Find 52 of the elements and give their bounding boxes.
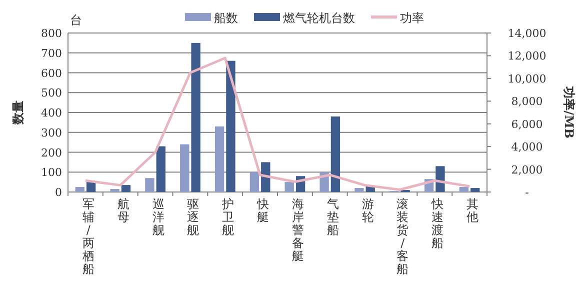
y2-tick-label: - [525, 186, 530, 199]
y2-axis-title: 功率/MB [562, 86, 576, 138]
y-tick-label: 500 [41, 86, 62, 100]
y2-tick-label: 2,000 [511, 163, 543, 176]
x-tick-label: 其他 [466, 197, 479, 224]
x-tick-label: 快艇 [256, 197, 270, 224]
y-tick-label: 0 [55, 186, 62, 199]
y2-tick-label: 14,000 [508, 27, 546, 40]
x-tick-label: 军辅/两栖船 [81, 197, 94, 276]
text: 台 [70, 13, 82, 27]
x-tick-label: 驱逐舰 [187, 197, 200, 237]
legend-label: 燃气轮机台数 [283, 11, 355, 25]
y-tick-label: 300 [41, 126, 62, 140]
y-tick-label: 600 [41, 66, 62, 80]
bar [180, 144, 190, 192]
y-tick-label: 800 [41, 27, 62, 40]
bar [145, 178, 154, 192]
x-tick-label: 海岸警备艇 [292, 197, 304, 263]
bar [250, 172, 260, 192]
bar [191, 42, 200, 192]
y2-tick-label: 12,000 [508, 50, 546, 63]
x-tick-label: 滚装货/客船 [396, 197, 409, 276]
legend-label: 船数 [214, 11, 238, 25]
x-tick-label: 气垫船 [326, 197, 339, 237]
y-tick-label: 200 [41, 146, 62, 160]
bar [110, 189, 120, 192]
bar [470, 188, 480, 192]
legend-label: 功率 [400, 11, 424, 25]
y2-tick-label: 8,000 [511, 95, 543, 108]
line-series [84, 56, 471, 191]
bar [284, 182, 294, 192]
y-tick-label: 100 [41, 166, 62, 180]
x-tick-label: 航母 [117, 197, 130, 224]
y2-tick-label: 6,000 [511, 118, 543, 131]
x-tick-label: 游轮 [362, 197, 374, 224]
y-axis-title: 数量 [11, 100, 25, 126]
bar [226, 60, 236, 192]
y2-tick-label: 10,000 [508, 72, 546, 86]
y2-tick-label: 4,000 [511, 140, 543, 154]
bar [75, 187, 84, 192]
x-tick-label: 护卫舰 [221, 197, 234, 237]
bar [156, 146, 166, 192]
x-tick-label: 巡洋舰 [152, 197, 164, 237]
bar [261, 162, 270, 192]
bar [214, 126, 224, 192]
y-tick-label: 700 [41, 46, 62, 60]
bar [459, 187, 469, 192]
bar [354, 188, 364, 192]
bar [330, 116, 340, 192]
bar [121, 185, 131, 192]
y-tick-label: 400 [41, 106, 62, 120]
x-tick-label: 快速渡船 [430, 197, 444, 250]
